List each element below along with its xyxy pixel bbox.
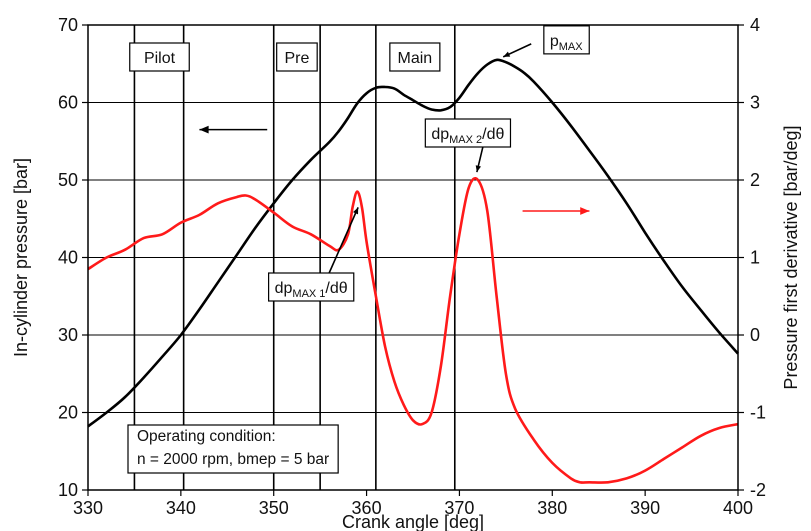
dp-max2-label-subscript: MAX 2	[449, 134, 482, 146]
right-axis-direction-arrow-head	[580, 207, 590, 215]
dp-max1-label-text: dpMAX 1/dθ	[275, 280, 348, 300]
left-axis-direction-arrow	[199, 125, 268, 134]
dp-max2-label: dpMAX 2/dθ	[424, 118, 512, 148]
dp-max1-arrow-head	[353, 207, 359, 215]
left-axis-direction-arrow-head	[199, 125, 209, 134]
y-left-tick-label: 60	[58, 93, 78, 113]
dp-max1-label-subscript: MAX 1	[292, 288, 325, 300]
y-left-tick-label: 70	[58, 15, 78, 35]
injection-label-text: Pre	[284, 50, 309, 67]
series-lines	[87, 58, 739, 484]
y-left-tick-label: 10	[58, 480, 78, 500]
pmax-label-text: pMAX	[550, 33, 583, 53]
injection-label-pilot: Pilot	[129, 42, 190, 72]
injection-label-text: Main	[398, 50, 433, 67]
dp-max1-label-main: dp	[275, 280, 293, 297]
injection-label-main: Main	[389, 42, 441, 72]
pressure-series-line	[87, 58, 739, 428]
y-right-tick-label: -1	[750, 403, 766, 423]
injection-label-frame	[129, 42, 190, 72]
pmax-arrow-head	[503, 51, 511, 57]
pressure-derivative-series-line	[87, 176, 739, 484]
right-axis-direction-arrow	[522, 207, 590, 215]
y-right-tick-label: 2	[750, 170, 760, 190]
pmax-arrow	[502, 43, 532, 58]
axis-ticks: 330 340 350 360 370 380 390 40010203040506070-2…	[58, 15, 766, 518]
y-right-tick-label: 1	[750, 248, 760, 268]
injection-labels: Pilot Pre Main	[129, 42, 441, 72]
y-right-tick-label: 3	[750, 93, 760, 113]
y-right-tick-label: -2	[750, 480, 766, 500]
injection-label-pre: Pre	[276, 42, 318, 72]
dp-max2-label-tail: /dθ	[482, 126, 504, 143]
x-tick-label: 360	[352, 498, 382, 518]
injection-label-text: Pilot	[144, 50, 176, 67]
dp-max2-arrow-head	[475, 165, 482, 173]
y-axis-right-title: Pressure first derivative [bar/deg]	[781, 125, 801, 389]
x-tick-label: 380	[537, 498, 567, 518]
operating-condition-line2: n = 2000 rpm, bmep = 5 bar	[137, 451, 329, 468]
y-left-tick-label: 30	[58, 325, 78, 345]
dp-max2-arrow	[475, 146, 484, 173]
dp-max1-arrow-shaft	[328, 207, 359, 274]
y-right-tick-label: 0	[750, 325, 760, 345]
y-right-tick-label: 4	[750, 15, 760, 35]
y-left-tick-label: 50	[58, 170, 78, 190]
pmax-label-subscript: MAX	[559, 41, 584, 53]
operating-condition-box: Operating condition: n = 2000 rpm, bmep …	[127, 424, 339, 474]
dp-max2-label-frame	[424, 118, 512, 148]
pmax-label-main: p	[550, 33, 559, 50]
x-tick-label: 390	[630, 498, 660, 518]
y-left-tick-label: 20	[58, 403, 78, 423]
x-tick-label: 340	[166, 498, 196, 518]
x-tick-label: 330	[73, 498, 103, 518]
pmax-label: pMAX	[543, 25, 590, 55]
x-tick-label: 400	[723, 498, 753, 518]
dp-max1-label: dpMAX 1/dθ	[268, 272, 355, 302]
x-tick-label: 370	[444, 498, 474, 518]
dp-max1-label-frame	[268, 272, 355, 302]
injection-label-frame	[276, 42, 318, 72]
operating-condition-frame	[127, 424, 339, 474]
dp-max2-label-main: dp	[431, 126, 449, 143]
operating-condition-line1: Operating condition:	[137, 428, 276, 445]
dp-max1-arrow	[328, 207, 359, 274]
dp-max1-label-tail: /dθ	[325, 280, 347, 297]
y-axis-left-title: In-cylinder pressure [bar]	[11, 158, 31, 357]
dp-max2-label-text: dpMAX 2/dθ	[431, 126, 504, 146]
injection-label-frame	[389, 42, 441, 72]
y-left-tick-label: 40	[58, 248, 78, 268]
x-tick-label: 350	[259, 498, 289, 518]
x-axis-title: Crank angle [deg]	[342, 512, 484, 531]
pmax-label-frame	[543, 25, 590, 55]
